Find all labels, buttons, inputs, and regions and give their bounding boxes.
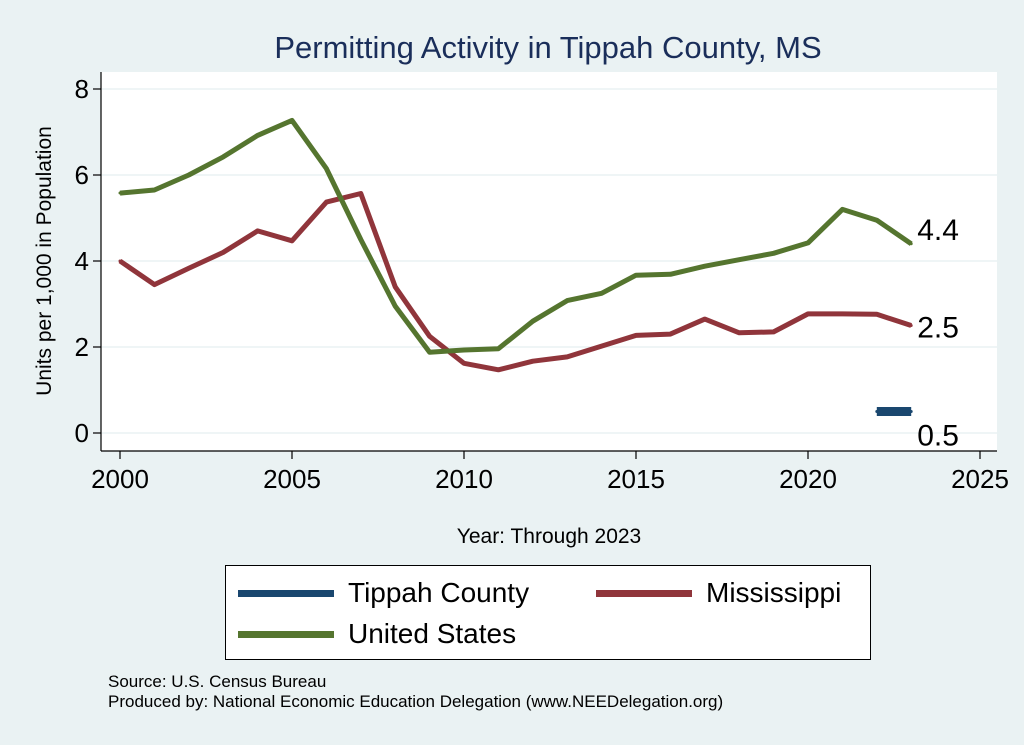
data-point: [737, 258, 741, 262]
data-point: [668, 332, 672, 336]
data-point: [703, 317, 707, 321]
data-point: [152, 283, 156, 287]
legend-item-tippah: Tippah County: [238, 577, 530, 608]
data-point: [875, 312, 879, 316]
data-point: [531, 359, 535, 363]
legend: Tippah County Mississippi United States: [225, 565, 871, 660]
data-point: [600, 291, 604, 295]
data-point: [324, 200, 328, 204]
data-point: [875, 218, 879, 222]
end-value-label: 2.5: [917, 312, 959, 345]
data-point: [668, 272, 672, 276]
y-tick-label: 6: [75, 160, 89, 190]
data-point: [806, 312, 810, 316]
labels-layer: 0.5 2.5 4.4: [917, 214, 959, 453]
data-point: [840, 312, 844, 316]
y-tick-label: 0: [75, 418, 89, 448]
data-point: [772, 251, 776, 255]
data-point: [531, 319, 535, 323]
legend-swatch-tippah: [238, 589, 334, 597]
data-point: [187, 173, 191, 177]
data-point: [565, 299, 569, 303]
series-layer: [118, 117, 913, 416]
legend-swatch-mississippi: [596, 589, 692, 597]
x-tick-label: 2025: [951, 464, 1009, 494]
grid-lines: [101, 88, 997, 434]
data-point: [875, 410, 879, 413]
legend-label-united-states: United States: [348, 618, 517, 649]
x-tick-label: 2010: [435, 464, 493, 494]
data-point: [118, 259, 122, 263]
y-tick-label: 2: [75, 332, 89, 362]
end-value-label: 4.4: [917, 214, 959, 247]
data-point: [118, 191, 122, 195]
data-point: [634, 333, 638, 337]
data-point: [634, 273, 638, 277]
produced-by-line: Produced by: National Economic Education…: [108, 692, 724, 711]
data-point: [221, 155, 225, 159]
x-tick-label: 2000: [91, 464, 149, 494]
data-point: [737, 331, 741, 335]
data-point: [221, 250, 225, 254]
data-point: [256, 133, 260, 137]
data-point: [565, 355, 569, 359]
legend-item-mississippi: Mississippi: [596, 577, 842, 608]
data-point: [152, 188, 156, 192]
data-point: [290, 239, 294, 243]
series-line-mississippi: [118, 191, 912, 373]
data-point: [359, 191, 363, 195]
data-point: [324, 167, 328, 171]
data-point: [428, 334, 432, 338]
legend-item-united-states: United States: [238, 618, 517, 649]
x-tick-label: 2015: [607, 464, 665, 494]
data-point: [393, 285, 397, 289]
y-axis-label: Units per 1,000 in Population: [33, 126, 56, 396]
y-tick-label: 4: [75, 246, 89, 276]
x-tick-label: 2005: [263, 464, 321, 494]
data-point: [359, 238, 363, 241]
legend-swatch-united-states: [238, 630, 334, 638]
y-tick-label: 8: [75, 74, 89, 104]
data-point: [909, 242, 913, 246]
x-tick-label: 2020: [779, 464, 837, 494]
axes: 0 2 4 6 8 2000 2005 2010 2015 2020 2025: [75, 72, 1009, 494]
data-point: [462, 361, 466, 365]
series-line-united-states: [119, 117, 913, 355]
x-axis-label: Year: Through 2023: [457, 525, 642, 548]
legend-label-mississippi: Mississippi: [706, 577, 842, 608]
data-point: [393, 304, 397, 308]
end-value-label: 0.5: [917, 420, 959, 453]
source-line: Source: U.S. Census Bureau: [108, 672, 327, 691]
data-point: [187, 266, 191, 270]
data-point: [462, 348, 466, 352]
source-note: Source: U.S. Census Bureau Produced by: …: [108, 672, 723, 712]
data-point: [428, 350, 432, 354]
data-point: [806, 241, 810, 245]
chart-title: Permitting Activity in Tippah County, MS: [274, 30, 821, 65]
data-point: [909, 324, 913, 327]
data-point: [703, 264, 707, 268]
legend-label-tippah: Tippah County: [348, 577, 530, 608]
data-point: [600, 344, 604, 348]
data-point: [496, 368, 500, 372]
data-point: [840, 207, 844, 211]
data-point: [256, 229, 260, 233]
data-point: [290, 118, 294, 122]
data-point: [772, 330, 776, 334]
data-point: [496, 347, 500, 351]
data-point: [909, 410, 913, 413]
